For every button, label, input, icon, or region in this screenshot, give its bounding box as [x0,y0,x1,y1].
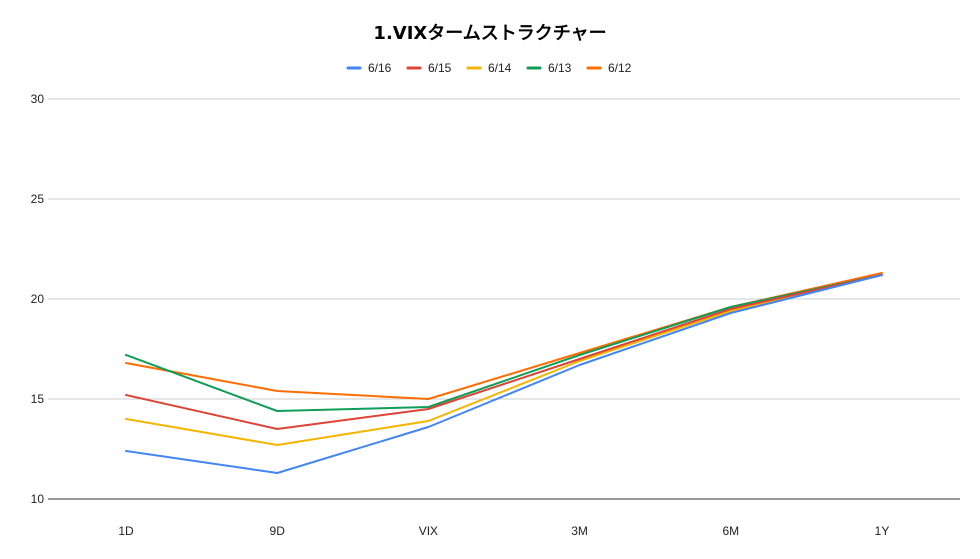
series-line-6-13 [125,274,883,412]
chart-title: 1.VIXタームストラクチャー [373,23,606,44]
series-line-6-15 [125,274,883,430]
x-tick-label: 1D [118,524,134,538]
x-tick-label: 6M [722,524,739,538]
legend-item: 6/16 [346,61,392,75]
y-tick-label: 10 [31,492,45,506]
y-tick-label: 15 [31,392,45,406]
series-line-6-14 [125,274,883,446]
legend-item: 6/12 [586,61,632,75]
series-line-6-16 [125,274,883,474]
legend: 6/16 6/15 6/14 6/13 6/12 [346,61,632,75]
y-tick-label: 25 [31,192,45,206]
y-tick-label: 30 [31,92,45,106]
x-tick-label: 9D [270,524,286,538]
x-tick-label: 1Y [875,524,890,538]
series-lines [125,272,883,474]
x-tick-label: 3M [571,524,588,538]
y-gridlines [48,98,960,500]
y-tick-label: 20 [31,292,45,306]
legend-label: 6/14 [488,61,512,75]
legend-label: 6/12 [608,61,632,75]
x-tick-label: VIX [419,524,438,538]
legend-label: 6/13 [548,61,572,75]
legend-label: 6/16 [368,61,392,75]
x-axis-tick-labels: 1D 9D VIX 3M 6M 1Y [118,524,889,538]
legend-label: 6/15 [428,61,452,75]
legend-item: 6/13 [526,61,572,75]
y-axis-tick-labels: 10 15 20 25 30 [31,92,45,506]
legend-item: 6/15 [406,61,452,75]
legend-item: 6/14 [466,61,512,75]
